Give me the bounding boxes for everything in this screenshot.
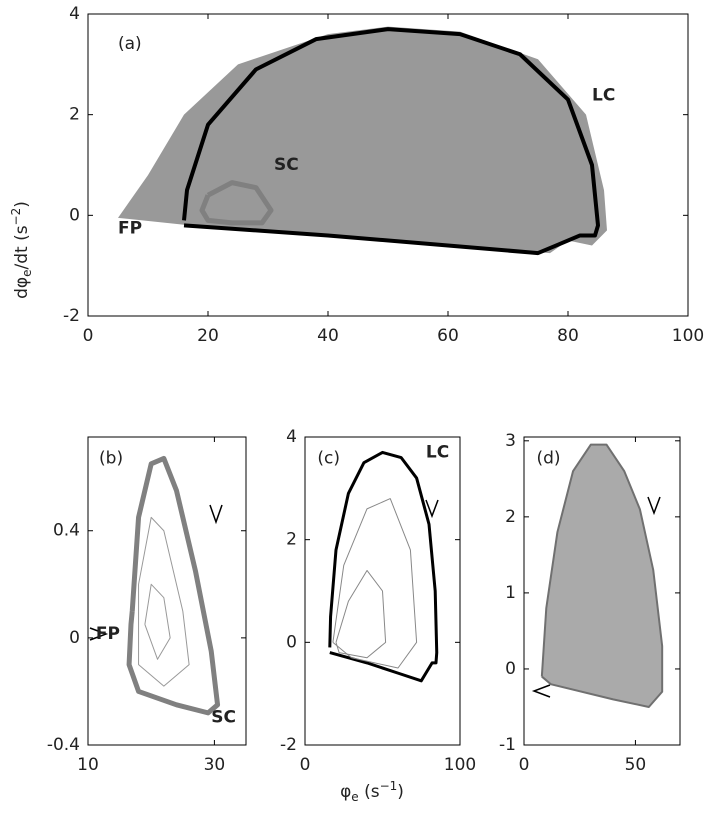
annotation: (b): [99, 449, 123, 469]
x-tick-label: 50: [625, 755, 647, 775]
curve: [144, 583, 171, 660]
axes-frame: [523, 436, 681, 746]
curve: [332, 498, 418, 669]
y-tick-label: 4: [69, 4, 80, 24]
annotation: LC: [426, 442, 449, 462]
annotation: FP: [96, 624, 120, 644]
arrow: [425, 499, 439, 519]
y-tick-label: 0: [69, 628, 80, 648]
y-tick-label: 0: [505, 659, 516, 679]
area: [118, 26, 607, 254]
arrow: [647, 496, 661, 516]
y-tick-label: 2: [286, 530, 297, 550]
y-axis-label: dφe/dt (s−2): [9, 201, 34, 299]
y-tick-label: 0: [69, 205, 80, 225]
curve: [182, 27, 600, 256]
x-axis-label: φe (s−1): [340, 779, 404, 804]
y-tick-label: 0.4: [53, 521, 80, 541]
x-label-close: ): [397, 782, 404, 802]
x-tick-label: 0: [300, 755, 311, 775]
axes-frame: [87, 13, 689, 317]
axes-frame: [87, 436, 247, 746]
y-tick-label: 2: [505, 507, 516, 527]
x-label-sup: −1: [380, 779, 398, 793]
y-tick-label: -2: [280, 735, 297, 755]
annotation: LC: [592, 86, 615, 106]
y-label-sub: e: [20, 270, 34, 277]
x-tick-label: 100: [672, 326, 704, 346]
x-label-text: (s: [359, 782, 380, 802]
x-tick-label: 80: [557, 326, 579, 346]
arrow: [209, 504, 223, 525]
y-label-sup: −2: [9, 208, 23, 226]
x-tick-label: 0: [519, 755, 530, 775]
y-tick-label: -2: [63, 306, 80, 326]
x-label-sub: e: [351, 790, 358, 804]
y-tick-label: 2: [69, 105, 80, 125]
arrow: [531, 684, 551, 698]
annotation: SC: [211, 707, 236, 727]
curve: [540, 443, 664, 708]
y-tick-label: 3: [505, 431, 516, 451]
x-tick-label: 20: [197, 326, 219, 346]
annotation: SC: [274, 155, 299, 175]
annotation: (c): [317, 449, 340, 469]
y-tick-label: 4: [286, 427, 297, 447]
curve: [328, 450, 439, 683]
y-tick-label: 1: [505, 583, 516, 603]
x-tick-label: 60: [437, 326, 459, 346]
y-tick-label: -1: [499, 735, 516, 755]
annotation: FP: [118, 218, 142, 238]
arrow: [89, 627, 109, 641]
annotation: (d): [536, 449, 560, 469]
x-label-symbol: φ: [340, 782, 351, 802]
x-tick-label: 0: [83, 326, 94, 346]
curve: [199, 180, 274, 226]
x-tick-label: 10: [77, 755, 99, 775]
area: [541, 444, 663, 707]
curve: [138, 516, 190, 687]
annotation: (a): [118, 34, 142, 54]
x-tick-label: 30: [204, 755, 226, 775]
y-label-text: /dt (s: [12, 225, 32, 269]
curve: [126, 455, 221, 716]
y-label-symbol: dφ: [12, 277, 32, 299]
y-tick-label: -0.4: [47, 735, 80, 755]
x-tick-label: 100: [444, 755, 476, 775]
y-tick-label: 0: [286, 632, 297, 652]
arrows: [89, 496, 661, 698]
axes-frame: [304, 436, 461, 746]
x-tick-label: 40: [317, 326, 339, 346]
y-label-close: ): [12, 201, 32, 208]
curve: [335, 569, 387, 659]
